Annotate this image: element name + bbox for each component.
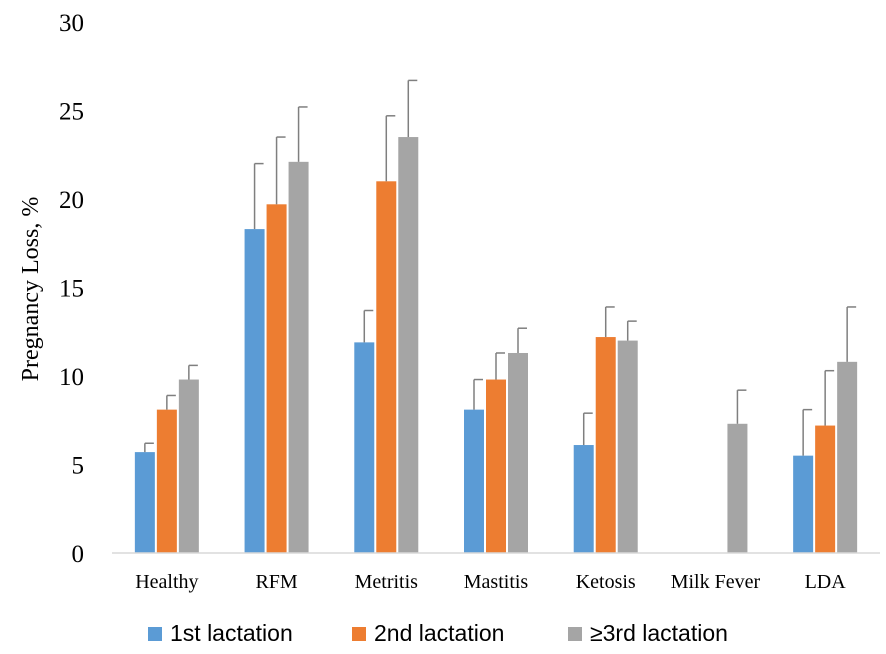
legend-label-2: 2nd lactation [374, 620, 504, 646]
bar-3-milk-fever [727, 423, 748, 553]
bar-2-ketosis [595, 337, 616, 553]
x-tick-label: Metritis [355, 571, 419, 593]
legend-swatch-1 [148, 627, 162, 641]
legend: 1st lactation 2nd lactation ≥3rd lactation [148, 620, 728, 646]
x-tick-label: RFM [255, 571, 297, 593]
x-tick-label: Milk Fever [671, 571, 761, 593]
bar-1-ketosis [573, 445, 594, 553]
legend-label-1: 1st lactation [170, 620, 293, 646]
legend-label-3: ≥3rd lactation [590, 620, 728, 646]
x-tick-label: Ketosis [576, 571, 636, 593]
y-axis-title: Pregnancy Loss, % [18, 197, 44, 382]
bar-2-lda [815, 425, 836, 553]
bar-1-metritis [354, 342, 375, 553]
bar-1-rfm [244, 229, 265, 553]
y-axis-title-group: Pregnancy Loss, % [18, 197, 44, 382]
x-tick-label: Mastitis [464, 571, 529, 593]
legend-swatch-2 [352, 627, 366, 641]
bar-3-healthy [178, 379, 199, 553]
y-tick-label: 0 [72, 541, 85, 568]
y-tick-label: 30 [59, 10, 84, 37]
x-tick-label: LDA [805, 571, 847, 593]
bar-1-healthy [134, 452, 155, 553]
bar-3-rfm [288, 161, 309, 553]
x-tick-label: Healthy [135, 571, 198, 593]
y-tick-label: 20 [59, 187, 84, 214]
y-tick-label: 25 [59, 99, 84, 126]
legend-swatch-3 [568, 627, 582, 641]
bars-group [134, 137, 858, 554]
y-tick-label: 15 [59, 276, 84, 303]
x-axis-category-labels: Healthy RFM Metritis Mastitis Ketosis Milk Fe… [135, 571, 846, 593]
bar-2-metritis [376, 181, 397, 554]
error-bars-group [144, 79, 857, 456]
bar-2-mastitis [486, 379, 506, 553]
bar-1-lda [793, 455, 814, 553]
bar-3-ketosis [617, 340, 638, 553]
y-tick-label: 10 [59, 364, 84, 391]
y-tick-label: 5 [72, 453, 85, 480]
bar-2-rfm [266, 204, 287, 553]
y-axis-ticks: 0 5 10 15 20 25 30 [59, 10, 84, 568]
bar-2-healthy [156, 409, 177, 553]
bar-3-lda [837, 361, 858, 553]
bar-3-mastitis [508, 352, 528, 553]
bar-3-metritis [398, 137, 419, 554]
bar-1-mastitis [464, 409, 484, 553]
